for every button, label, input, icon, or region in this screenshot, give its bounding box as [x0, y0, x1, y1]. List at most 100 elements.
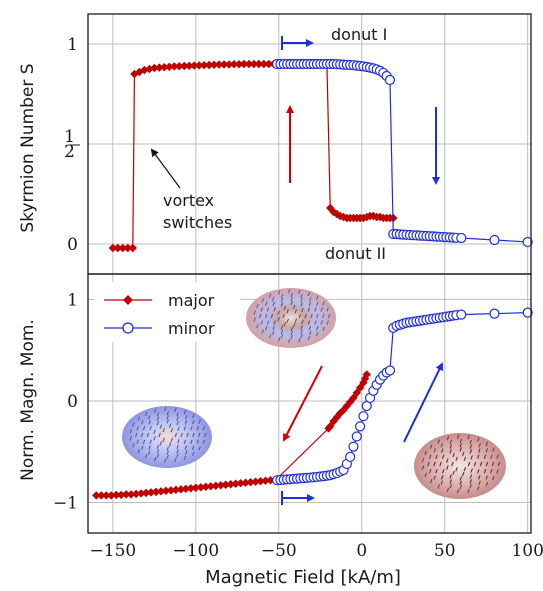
spin-mark — [308, 301, 312, 307]
spin-mark — [459, 447, 463, 452]
spin-mark — [185, 450, 188, 455]
spin-mark — [129, 429, 133, 434]
spin-mark — [449, 444, 452, 449]
spin-mark — [469, 449, 473, 454]
major-point — [254, 59, 264, 69]
legend-label-major: major — [168, 291, 215, 310]
top-panel: 0 1 2 1 donut I donut II vortex switches — [64, 13, 533, 275]
major-point — [126, 490, 136, 499]
spin-mark — [467, 434, 470, 440]
spin-mark — [196, 426, 199, 431]
major-point — [329, 207, 338, 217]
spin-mark — [469, 439, 472, 445]
major-point — [180, 61, 189, 71]
spin-mark — [446, 465, 449, 470]
spin-mark — [277, 337, 281, 342]
major-point — [97, 491, 106, 500]
spin-mark — [166, 454, 170, 459]
spin-mark — [298, 313, 302, 319]
vortex-label-line1: vortex — [163, 191, 214, 210]
spin-mark — [148, 445, 151, 450]
major-point — [150, 63, 159, 73]
vortex-label-line2: switches — [163, 213, 232, 232]
spin-mark — [485, 441, 489, 447]
spin-mark — [177, 426, 180, 432]
spin-mark — [268, 293, 272, 298]
major-point — [246, 478, 255, 487]
spin-mark — [452, 452, 455, 458]
spin-mark — [437, 439, 440, 444]
major-point — [113, 243, 123, 253]
spin-mark — [153, 436, 156, 441]
major-point — [161, 486, 171, 496]
bottom-ylabel: Norm. Magn. Mom. — [18, 319, 38, 481]
spin-mark — [261, 298, 265, 303]
x-tick-label: −150 — [90, 541, 137, 561]
major-point — [175, 62, 184, 71]
spin-mark — [156, 416, 160, 421]
major-point — [214, 60, 224, 69]
spin-mark — [156, 444, 160, 450]
major-point — [211, 481, 220, 490]
spin-mark — [470, 468, 473, 473]
spin-mark — [280, 293, 284, 299]
spin-mark — [320, 320, 323, 325]
spin-mark — [469, 474, 473, 479]
y-tick-label: −1 — [53, 494, 78, 514]
spin-mark — [286, 318, 289, 323]
spin-mark — [435, 454, 438, 459]
spin-mark — [144, 453, 148, 459]
spin-mark — [156, 420, 160, 426]
major-point — [165, 62, 174, 71]
donut-skyrmion-image-disk — [246, 288, 336, 348]
spin-mark — [191, 414, 195, 419]
donut-2-label: donut II — [325, 244, 386, 263]
spin-mark — [321, 313, 325, 319]
minor-line — [277, 63, 528, 243]
spin-mark — [428, 454, 432, 460]
major-point — [156, 487, 166, 496]
spin-mark — [455, 466, 458, 472]
spin-mark — [168, 442, 172, 447]
x-tick-label: 50 — [434, 541, 456, 561]
spin-mark — [456, 489, 460, 494]
spin-mark — [271, 330, 275, 336]
spin-mark — [490, 454, 493, 460]
minor-point — [351, 431, 362, 442]
spin-mark — [298, 289, 301, 294]
spin-mark — [176, 453, 179, 458]
major-point — [359, 213, 368, 223]
major-point — [204, 60, 214, 70]
spin-mark — [441, 469, 445, 474]
spin-mark — [170, 427, 174, 433]
spin-mark — [307, 335, 311, 341]
spin-mark — [429, 444, 433, 449]
spin-mark — [162, 437, 165, 443]
y-tick-label: 1 — [67, 35, 78, 55]
spin-mark — [485, 475, 489, 480]
spin-mark — [147, 415, 151, 420]
major-point — [226, 480, 235, 489]
spin-mark — [176, 416, 179, 421]
major-point — [209, 60, 219, 69]
major-point — [264, 59, 274, 69]
spin-mark — [191, 420, 195, 425]
spin-mark — [496, 454, 499, 459]
spin-mark — [149, 425, 152, 431]
spin-mark — [183, 439, 187, 445]
legend: major minor — [94, 282, 240, 342]
spin-mark — [202, 425, 205, 431]
major-point — [231, 479, 240, 488]
spin-mark — [141, 445, 144, 450]
major-point — [256, 477, 265, 486]
spin-mark — [282, 313, 285, 319]
spin-mark — [198, 446, 201, 451]
spin-mark — [264, 313, 268, 319]
spin-mark — [451, 461, 454, 467]
x-tick-label: −50 — [261, 541, 297, 561]
spin-mark — [421, 458, 425, 463]
vortex-skyrmion-image-disk — [122, 406, 212, 468]
spin-mark — [166, 419, 170, 424]
spin-mark — [437, 484, 440, 489]
spin-mark — [467, 488, 470, 494]
